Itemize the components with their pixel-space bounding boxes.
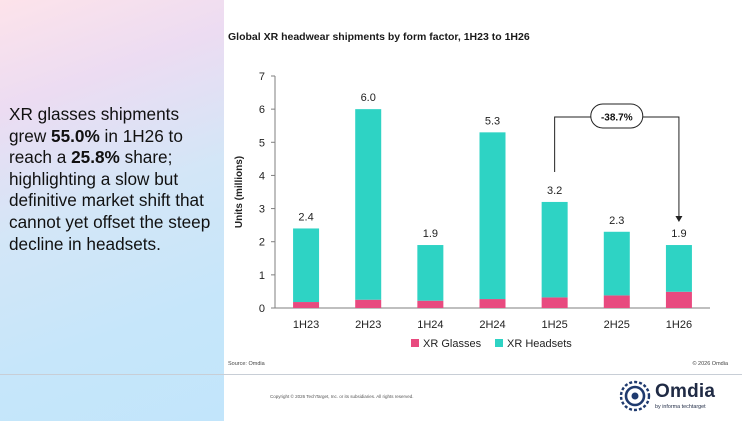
bar-xr-headsets — [479, 132, 506, 300]
data-label-total: 5.3 — [485, 115, 500, 127]
legend-swatch-xr-headsets — [495, 339, 503, 347]
x-tick-label: 1H26 — [666, 319, 692, 331]
y-tick-label: 0 — [259, 303, 265, 315]
headline-growth: 55.0% — [51, 125, 100, 146]
data-label-total: 1.9 — [423, 228, 438, 240]
bar-xr-glasses — [603, 295, 630, 308]
logo-byline: by informa techtarget — [655, 404, 706, 410]
x-tick-label: 1H25 — [541, 319, 567, 331]
y-tick-label: 7 — [259, 71, 265, 83]
x-tick-label: 1H24 — [417, 319, 443, 331]
bar-xr-headsets — [541, 201, 568, 298]
bar-xr-glasses — [541, 297, 568, 308]
headline-part-3: share; highlighting a slow but definitiv… — [9, 147, 211, 254]
y-tick-label: 1 — [259, 270, 265, 282]
footer-divider — [0, 374, 742, 375]
data-label-total: 6.0 — [361, 92, 376, 104]
y-axis-title: Units (millions) — [234, 156, 245, 228]
bar-xr-glasses — [417, 300, 444, 308]
omdia-logo-icon — [619, 380, 651, 412]
headline-text: XR glasses shipments grew 55.0% in 1H26 … — [9, 104, 221, 255]
annotation-bracket — [554, 116, 680, 218]
annotation-pill — [590, 103, 644, 129]
chart-copyright: © 2026 Omdia — [692, 361, 728, 367]
bar-xr-glasses — [479, 299, 506, 308]
x-tick-label: 2H24 — [479, 319, 505, 331]
x-tick-label: 2H23 — [355, 319, 381, 331]
data-label-total: 1.9 — [671, 228, 686, 240]
source-note: Source: Omdia — [228, 361, 265, 367]
annotation-label: -38.7% — [601, 113, 633, 124]
y-tick-label: 2 — [259, 237, 265, 249]
data-label-total: 2.4 — [298, 211, 313, 223]
data-label-total: 3.2 — [547, 185, 562, 197]
headline-share: 25.8% — [71, 147, 120, 168]
x-tick-label: 1H23 — [293, 319, 319, 331]
chart-title: Global XR headwear shipments by form fac… — [228, 31, 530, 43]
data-label-total: 2.3 — [609, 215, 624, 227]
left-panel: XR glasses shipments grew 55.0% in 1H26 … — [0, 0, 224, 421]
y-tick-label: 5 — [259, 137, 265, 149]
copyright-notice: Copyright © 2026 TechTarget, Inc. or its… — [270, 394, 414, 399]
y-tick-label: 4 — [259, 170, 265, 182]
headline-part-2: in 1H26 to reach a — [9, 125, 183, 168]
omdia-logo: Omdia by informa techtarget — [619, 380, 729, 414]
legend-swatch-xr-glasses — [411, 339, 419, 347]
bar-xr-headsets — [603, 231, 630, 296]
y-tick-label: 3 — [259, 204, 265, 216]
bar-xr-headsets — [665, 245, 692, 292]
y-tick-label: 6 — [259, 104, 265, 116]
legend-label-xr-glasses: XR Glasses — [423, 338, 482, 350]
bar-xr-headsets — [355, 109, 382, 300]
bar-xr-glasses — [355, 299, 382, 308]
bar-xr-glasses — [293, 302, 320, 308]
legend-label-xr-headsets: XR Headsets — [507, 338, 572, 350]
logo-wordmark: Omdia — [655, 381, 716, 402]
annotation-arrowhead — [675, 216, 683, 223]
x-tick-label: 2H25 — [604, 319, 630, 331]
bar-xr-headsets — [293, 228, 320, 303]
bar-xr-headsets — [417, 245, 444, 301]
headline-part-1: XR glasses shipments grew — [9, 104, 180, 146]
bar-xr-glasses — [665, 291, 692, 308]
